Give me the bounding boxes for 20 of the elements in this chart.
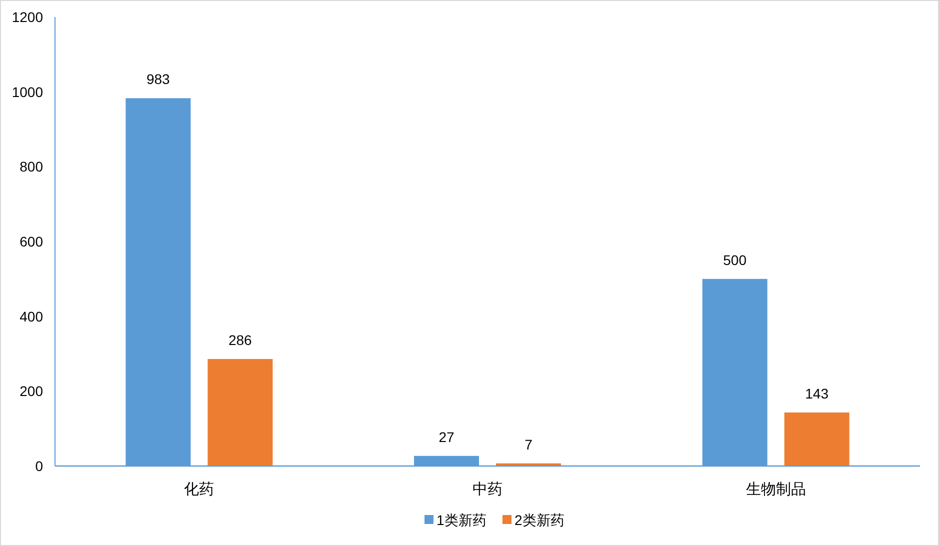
- y-tick-label: 200: [20, 383, 44, 400]
- bar: [784, 412, 850, 466]
- x-tick-label: 中药: [472, 481, 502, 498]
- y-tick-label: 400: [20, 308, 44, 324]
- data-label: 500: [723, 252, 747, 268]
- data-label: 143: [805, 385, 829, 402]
- legend-label: 2类新药: [514, 512, 564, 528]
- y-tick-label: 800: [20, 158, 44, 175]
- y-tick-label: 0: [35, 458, 44, 474]
- data-label: 7: [524, 436, 533, 452]
- legend-label: 1类新药: [436, 512, 486, 528]
- y-tick-label: 1200: [12, 9, 44, 25]
- y-tick-label: 1000: [12, 84, 44, 100]
- data-label: 27: [438, 428, 454, 445]
- x-tick-label: 化药: [184, 481, 214, 498]
- bar: [208, 358, 273, 466]
- data-label: 983: [146, 71, 170, 88]
- data-label: 286: [228, 332, 252, 348]
- y-tick-label: 600: [20, 234, 44, 250]
- x-tick-label: 生物制品: [746, 481, 806, 498]
